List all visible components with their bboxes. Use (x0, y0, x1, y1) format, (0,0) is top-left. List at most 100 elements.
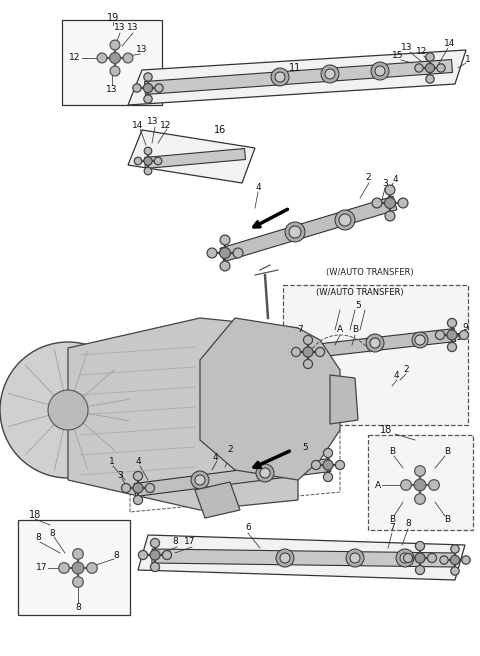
Text: 13: 13 (106, 85, 118, 94)
Text: 6: 6 (245, 523, 251, 533)
Circle shape (384, 197, 396, 209)
Circle shape (303, 347, 313, 357)
Circle shape (451, 567, 459, 575)
Circle shape (429, 480, 439, 490)
Circle shape (154, 157, 162, 165)
Text: 7: 7 (297, 325, 303, 335)
Text: 2: 2 (227, 445, 233, 455)
Circle shape (155, 84, 163, 92)
Text: 4: 4 (393, 371, 399, 380)
Polygon shape (200, 318, 340, 480)
Text: 17: 17 (36, 564, 48, 573)
Polygon shape (68, 318, 298, 510)
Circle shape (303, 335, 312, 344)
Circle shape (385, 185, 395, 195)
Text: 1: 1 (109, 457, 115, 466)
Circle shape (451, 545, 459, 553)
Circle shape (220, 235, 230, 245)
Polygon shape (138, 535, 465, 580)
Circle shape (207, 248, 217, 258)
Circle shape (150, 539, 159, 548)
Text: 8: 8 (75, 604, 81, 613)
Circle shape (403, 554, 413, 563)
Circle shape (437, 64, 445, 72)
Circle shape (350, 553, 360, 563)
Circle shape (133, 483, 143, 493)
Text: 13: 13 (136, 45, 148, 54)
Text: 18: 18 (29, 510, 41, 520)
Circle shape (401, 480, 411, 490)
Text: B: B (444, 447, 450, 457)
Text: 15: 15 (392, 52, 404, 60)
Text: 7: 7 (389, 523, 395, 533)
Circle shape (366, 334, 384, 352)
Circle shape (48, 390, 88, 430)
Circle shape (87, 563, 97, 573)
Text: 8: 8 (35, 533, 41, 543)
Circle shape (415, 553, 425, 563)
Circle shape (447, 330, 457, 340)
Circle shape (150, 550, 160, 560)
Circle shape (72, 548, 84, 560)
Bar (18, 520, 130, 615)
Circle shape (144, 83, 153, 92)
Bar (283, 285, 468, 425)
Text: (W/AUTO TRANSFER): (W/AUTO TRANSFER) (316, 287, 404, 297)
Circle shape (324, 449, 333, 458)
Circle shape (59, 563, 69, 573)
Circle shape (426, 75, 434, 83)
Circle shape (462, 556, 470, 564)
Circle shape (291, 348, 300, 357)
Circle shape (398, 198, 408, 208)
Circle shape (396, 549, 414, 567)
Circle shape (426, 53, 434, 61)
Polygon shape (304, 329, 456, 358)
Text: 5: 5 (302, 443, 308, 451)
Circle shape (144, 147, 152, 155)
Circle shape (144, 95, 152, 103)
Circle shape (427, 554, 437, 563)
Circle shape (435, 331, 444, 340)
Circle shape (133, 84, 141, 92)
Text: 4: 4 (255, 182, 261, 192)
Circle shape (260, 468, 270, 478)
Text: (W/AUTO TRANSFER): (W/AUTO TRANSFER) (326, 268, 414, 277)
Text: A: A (337, 325, 343, 335)
Circle shape (323, 460, 333, 470)
Circle shape (150, 562, 159, 571)
Text: 1: 1 (465, 56, 471, 64)
Circle shape (133, 472, 143, 481)
Circle shape (372, 198, 382, 208)
Circle shape (415, 565, 424, 575)
Text: 17: 17 (184, 537, 196, 546)
Text: 12: 12 (160, 121, 172, 129)
Circle shape (339, 214, 351, 226)
Polygon shape (195, 482, 240, 518)
Bar (368, 435, 473, 530)
Circle shape (303, 359, 312, 369)
Circle shape (315, 348, 324, 357)
Text: 3: 3 (382, 178, 388, 188)
Circle shape (415, 541, 424, 550)
Polygon shape (220, 196, 397, 262)
Circle shape (459, 331, 468, 340)
Circle shape (312, 461, 321, 470)
Circle shape (324, 472, 333, 482)
Text: 4: 4 (392, 174, 398, 184)
Text: 16: 16 (214, 125, 226, 135)
Circle shape (440, 556, 448, 564)
Circle shape (144, 167, 152, 174)
Circle shape (72, 562, 84, 574)
Circle shape (280, 553, 290, 563)
Text: 13: 13 (114, 24, 126, 33)
Circle shape (415, 466, 425, 476)
Circle shape (400, 553, 410, 563)
Circle shape (110, 40, 120, 50)
Circle shape (145, 483, 155, 493)
Circle shape (219, 247, 230, 258)
Circle shape (133, 495, 143, 504)
Circle shape (0, 342, 136, 478)
Polygon shape (134, 459, 331, 497)
Circle shape (414, 479, 426, 491)
Text: 10: 10 (456, 333, 468, 342)
